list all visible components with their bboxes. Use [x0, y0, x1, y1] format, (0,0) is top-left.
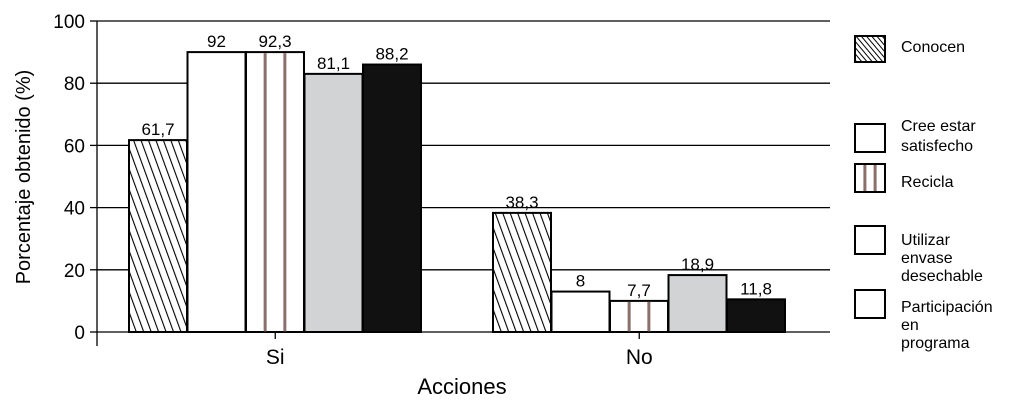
bar-value-label: 92,3: [258, 32, 291, 51]
legend-label: satisfecho: [901, 138, 973, 155]
legend-label: en: [901, 317, 919, 334]
bar-no-5: [726, 298, 786, 333]
bar-value-label: 88,2: [375, 45, 408, 64]
legend-swatch: [854, 35, 886, 63]
legend-label: Participación: [901, 299, 993, 316]
legend-label: Recicla: [901, 174, 954, 191]
x-tick-label: No: [626, 346, 653, 369]
bar-no-2: [550, 290, 611, 334]
legend: Conocen Cree estar satisfecho Recicla Utiliz…: [854, 35, 993, 352]
legend-swatch: [854, 123, 886, 153]
legend-label: programa: [901, 335, 970, 352]
y-tick-label: 40: [64, 199, 85, 220]
bar-value-label: 11,8: [740, 279, 772, 298]
bar-si-4: [303, 72, 364, 334]
bar-value-label: 92: [207, 32, 226, 51]
bar-si-5: [362, 63, 422, 333]
x-axis-title: Acciones: [417, 374, 506, 399]
legend-swatch: [854, 289, 886, 319]
bars: 61,7 92 92,3 81,1 88,2 38,3 8 7,7 18,9 11,8: [128, 32, 786, 334]
bar-si-2: [186, 51, 247, 333]
y-tick-label: 0: [74, 323, 85, 344]
legend-label: Conocen: [901, 39, 965, 56]
legend-item: Recicla: [854, 163, 954, 193]
bar-no-3: [609, 299, 669, 333]
x-tick-label: Si: [266, 346, 285, 369]
bar-value-label: 18,9: [681, 255, 714, 274]
bar-value-label: 38,3: [505, 193, 538, 212]
bar-value-label: 61,7: [141, 120, 174, 139]
legend-label: Cree estar: [901, 118, 976, 135]
y-tick-label: 80: [64, 74, 85, 95]
bar-no-4: [667, 274, 728, 334]
bar-no-1: [492, 211, 552, 333]
legend-label: envase: [901, 250, 953, 267]
legend-item: Conocen: [854, 35, 965, 63]
bar-value-label: 7,7: [627, 281, 651, 300]
y-tick-label: 20: [64, 261, 85, 282]
legend-swatch: [854, 163, 886, 193]
legend-label: Utilizar: [901, 232, 951, 249]
legend-item: Cree estar satisfecho: [854, 118, 976, 155]
axes: 0 20 40 60 80 100 Si No: [53, 12, 830, 369]
bar-value-label: 8: [576, 272, 585, 291]
bar-value-label: 81,1: [317, 54, 350, 73]
bar-si-1: [128, 139, 188, 333]
y-tick-label: 100: [53, 12, 85, 33]
legend-swatch: [854, 225, 886, 255]
y-axis-title: Porcentaje obtenido (%): [13, 70, 35, 285]
legend-label: desechable: [901, 268, 983, 285]
y-tick-label: 60: [64, 136, 85, 157]
bar-si-3: [245, 51, 305, 333]
